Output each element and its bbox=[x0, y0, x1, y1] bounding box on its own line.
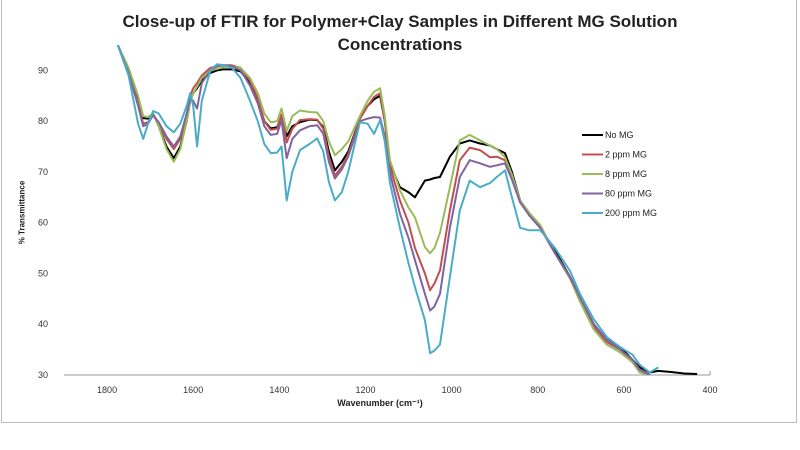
series-line-8-ppm-mg bbox=[116, 45, 650, 375]
legend-label: No MG bbox=[605, 130, 634, 140]
y-tick-label: 30 bbox=[38, 370, 48, 380]
y-tick-label: 90 bbox=[38, 65, 48, 75]
legend-label: 200 ppm MG bbox=[605, 208, 657, 218]
x-axis-label: Wavenumber (cm⁻¹) bbox=[337, 398, 423, 408]
x-tick-label: 400 bbox=[702, 385, 717, 395]
chart-title-line-2: Concentrations bbox=[337, 35, 463, 54]
x-tick-label: 1000 bbox=[442, 385, 462, 395]
chart-title: Close-up of FTIR for Polymer+Clay Sample… bbox=[0, 10, 800, 56]
x-tick-label: 1800 bbox=[97, 385, 117, 395]
legend-label: 8 ppm MG bbox=[605, 169, 647, 179]
y-tick-label: 40 bbox=[38, 319, 48, 329]
y-tick-label: 60 bbox=[38, 218, 48, 228]
x-tick-label: 1200 bbox=[355, 385, 375, 395]
chart-frame bbox=[1, 0, 797, 423]
y-tick-label: 70 bbox=[38, 167, 48, 177]
y-tick-label: 80 bbox=[38, 116, 48, 126]
x-tick-label: 1400 bbox=[269, 385, 289, 395]
legend-label: 2 ppm MG bbox=[605, 150, 647, 160]
legend-label: 80 ppm MG bbox=[605, 189, 652, 199]
y-tick-label: 50 bbox=[38, 268, 48, 278]
series-line-2-ppm-mg bbox=[116, 45, 651, 375]
x-tick-label: 1600 bbox=[183, 385, 203, 395]
chart-title-line-1: Close-up of FTIR for Polymer+Clay Sample… bbox=[122, 12, 678, 31]
series-line-80-ppm-mg bbox=[116, 45, 651, 375]
x-tick-label: 800 bbox=[530, 385, 545, 395]
series-line-200-ppm-mg bbox=[116, 45, 659, 374]
x-tick-label: 600 bbox=[616, 385, 631, 395]
